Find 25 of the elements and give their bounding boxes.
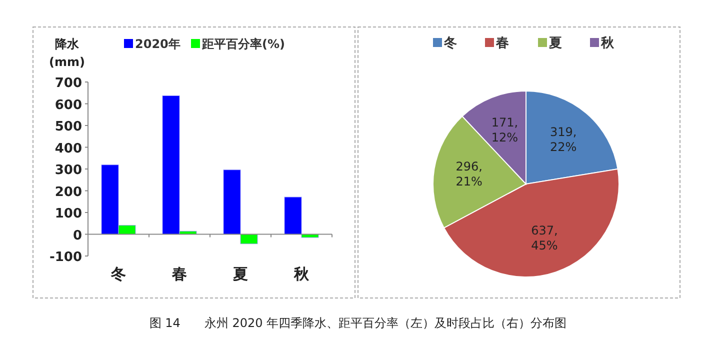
legend-label: 距平百分率(%) xyxy=(201,37,285,51)
y-tick-label: 0 xyxy=(72,228,82,244)
x-tick-label: 夏 xyxy=(232,265,248,283)
y-tick-label: 600 xyxy=(54,98,82,113)
legend-label: 秋 xyxy=(600,36,615,51)
y-tick-label: 400 xyxy=(54,141,82,156)
data-label: 296, 21% xyxy=(456,160,482,189)
data-label: 637, 45% xyxy=(531,224,558,253)
legend-label: 2020年 xyxy=(135,37,180,51)
legend-label: 冬 xyxy=(443,36,457,51)
y-tick-label: -100 xyxy=(49,250,82,265)
x-tick-label: 春 xyxy=(171,265,187,283)
caption: 图 14 永州 2020 年四季降水、距平百分率（左）及时段占比（右）分布图 xyxy=(149,316,567,330)
y-tick-label: 700 xyxy=(54,76,82,91)
x-tick-label: 冬 xyxy=(110,265,126,283)
legend-label: 春 xyxy=(495,36,509,51)
y-tick-label: 500 xyxy=(54,120,82,134)
y-tick-label: 100 xyxy=(54,206,82,222)
y-axis-title: 降水 (mm) xyxy=(49,37,85,69)
data-label: 319, 22% xyxy=(550,125,577,154)
data-label: 171, 12% xyxy=(491,115,518,144)
y-tick-label: 200 xyxy=(54,184,82,200)
legend-label: 夏 xyxy=(548,36,562,51)
x-tick-label: 秋 xyxy=(293,265,310,283)
y-tick-label: 300 xyxy=(54,163,82,178)
